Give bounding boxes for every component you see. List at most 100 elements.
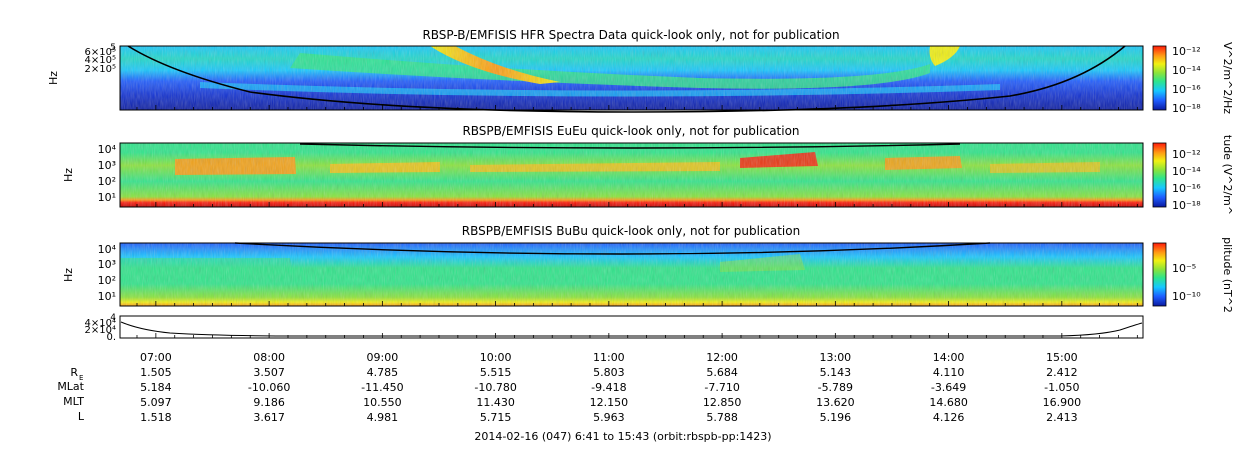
ephemeris-value: 4.110	[933, 366, 965, 379]
ephemeris-value: -9.418	[591, 381, 626, 394]
colorbar3-label: plitude (nT^2	[1221, 237, 1234, 313]
panel2-ytick: 10⁴	[98, 143, 117, 156]
colorbar1-tick: 10⁻¹²	[1172, 45, 1201, 58]
panel4-line	[120, 321, 1143, 337]
ephemeris-value: 3.507	[253, 366, 285, 379]
ephemeris-value: 5.143	[820, 366, 852, 379]
ephemeris-value: 5.715	[480, 411, 512, 424]
ephemeris-value: 5.788	[706, 411, 738, 424]
colorbar1-tick: 10⁻¹⁴	[1172, 64, 1201, 77]
ephemeris-value: 5.196	[820, 411, 852, 424]
ephemeris-value: 5.684	[706, 366, 738, 379]
time-label: 09:00	[367, 351, 399, 364]
colorbar3-tick: 10⁻¹⁰	[1172, 290, 1201, 303]
ephemeris-values: 1.505 5.184 5.097 1.518 3.507 -10.060 9.186 3.6…	[140, 366, 1081, 424]
panel4-ytick: 2×10⁴	[85, 325, 116, 336]
time-label: 07:00	[140, 351, 172, 364]
ephemeris-row-labels: R E MLat MLT L	[57, 366, 85, 423]
ephemeris-value: -10.060	[248, 381, 290, 394]
panel3-texture	[120, 243, 1143, 306]
colorbar3-tick: 10⁻⁵	[1172, 262, 1196, 275]
ephemeris-value: 1.505	[140, 366, 172, 379]
panel4-top-tick: 4	[110, 313, 116, 323]
time-label: 08:00	[253, 351, 285, 364]
ephemeris-value: 5.515	[480, 366, 512, 379]
ephem-label-mlt: MLT	[63, 395, 84, 408]
panel2-x-ticks	[136, 202, 1138, 207]
colorbar1-tick: 10⁻¹⁶	[1172, 83, 1201, 96]
time-label: 11:00	[593, 351, 625, 364]
panel3-title: RBSPB/EMFISIS BuBu quick-look only, not …	[462, 224, 800, 238]
panel1-title: RBSP-B/EMFISIS HFR Spectra Data quick-lo…	[422, 28, 839, 42]
panel2-texture	[120, 143, 1143, 207]
panel3-ytick: 10²	[98, 274, 116, 287]
panel4-ytick: 0.	[106, 332, 116, 343]
panel3-ytick: 10³	[98, 258, 116, 271]
ephem-label-l: L	[78, 410, 85, 423]
colorbar2-tick: 10⁻¹⁴	[1172, 165, 1201, 178]
panel3-frame	[119, 242, 1144, 307]
panel1-fce-curve	[127, 45, 1126, 113]
colorbar2-tick: 10⁻¹⁸	[1172, 199, 1201, 212]
colorbar2-label: tude (V^2/m^	[1221, 135, 1234, 215]
ephemeris-value: 5.097	[140, 396, 172, 409]
ephemeris-value: 3.617	[253, 411, 285, 424]
ephemeris-value: -10.780	[474, 381, 516, 394]
time-label: 15:00	[1046, 351, 1078, 364]
ephemeris-value: -1.050	[1044, 381, 1079, 394]
colorbar2	[1152, 142, 1167, 208]
colorbar2-tick: 10⁻¹²	[1172, 148, 1201, 161]
panel4-frame	[119, 315, 1144, 339]
time-label: 12:00	[706, 351, 738, 364]
ephemeris-value: 12.850	[703, 396, 742, 409]
panel3-ytick: 10¹	[98, 290, 116, 303]
ephemeris-value: 4.126	[933, 411, 965, 424]
panel1-ylabel: Hz	[47, 71, 60, 85]
time-label: 10:00	[480, 351, 512, 364]
ephemeris-value: 10.550	[363, 396, 402, 409]
colorbar1-tick: 10⁻¹⁸	[1172, 102, 1201, 115]
ephemeris-value: 2.412	[1046, 366, 1078, 379]
colorbar1-label: V^2/m^2/Hz	[1221, 42, 1234, 114]
panel1-texture	[120, 46, 1143, 110]
ephemeris-value: 12.150	[590, 396, 629, 409]
ephemeris-value: -11.450	[361, 381, 403, 394]
ephemeris-value: 9.186	[253, 396, 285, 409]
panel1-x-ticks	[136, 105, 1138, 110]
ephemeris-value: 5.184	[140, 381, 172, 394]
ephemeris-value: 11.430	[476, 396, 515, 409]
ephemeris-value: 2.413	[1046, 411, 1078, 424]
panel4-ytick: 4×10⁴	[85, 318, 116, 329]
ephem-label-mlat: MLat	[57, 380, 84, 393]
panel2-ytick: 10¹	[98, 191, 116, 204]
panel1-ytick: 6×10⁵	[85, 47, 116, 58]
line-panel: 4 4×10⁴ 2×10⁴ 0.	[85, 313, 1144, 343]
footer-caption: 2014-02-16 (047) 6:41 to 15:43 (orbit:rb…	[474, 430, 771, 443]
ephem-label-r-subscript: E	[79, 374, 83, 382]
panel2-cutoff-curve	[299, 143, 961, 149]
bubu-panel: RBSPB/EMFISIS BuBu quick-look only, not …	[62, 224, 1234, 313]
panel2-frame	[119, 142, 1144, 208]
panel2-title: RBSPB/EMFISIS EuEu quick-look only, not …	[462, 124, 799, 138]
panel3-x-ticks	[136, 301, 1138, 306]
ephemeris-value: 1.518	[140, 411, 172, 424]
panel3-ylabel: Hz	[62, 268, 75, 282]
hfr-spectra-panel: RBSP-B/EMFISIS HFR Spectra Data quick-lo…	[47, 28, 1234, 115]
panel2-ytick: 10³	[98, 159, 116, 172]
ephem-label-r: R	[70, 366, 78, 379]
panel1-ytick: 2×10⁵	[85, 64, 116, 75]
ephemeris-value: 5.803	[593, 366, 625, 379]
ephemeris-value: 13.620	[816, 396, 855, 409]
ephemeris-value: 4.785	[367, 366, 399, 379]
panel2-ytick: 10²	[98, 175, 116, 188]
panel4-x-ticks	[136, 333, 1138, 338]
ephemeris-value: 14.680	[929, 396, 968, 409]
colorbar3	[1152, 242, 1167, 307]
panel1-top-tick: 5	[110, 43, 116, 53]
ephemeris-value: -5.789	[818, 381, 853, 394]
panel3-ytick: 10⁴	[98, 243, 117, 256]
time-label: 13:00	[819, 351, 851, 364]
panel1-ytick: 4×10⁵	[85, 55, 116, 66]
ephemeris-value: 5.963	[593, 411, 625, 424]
